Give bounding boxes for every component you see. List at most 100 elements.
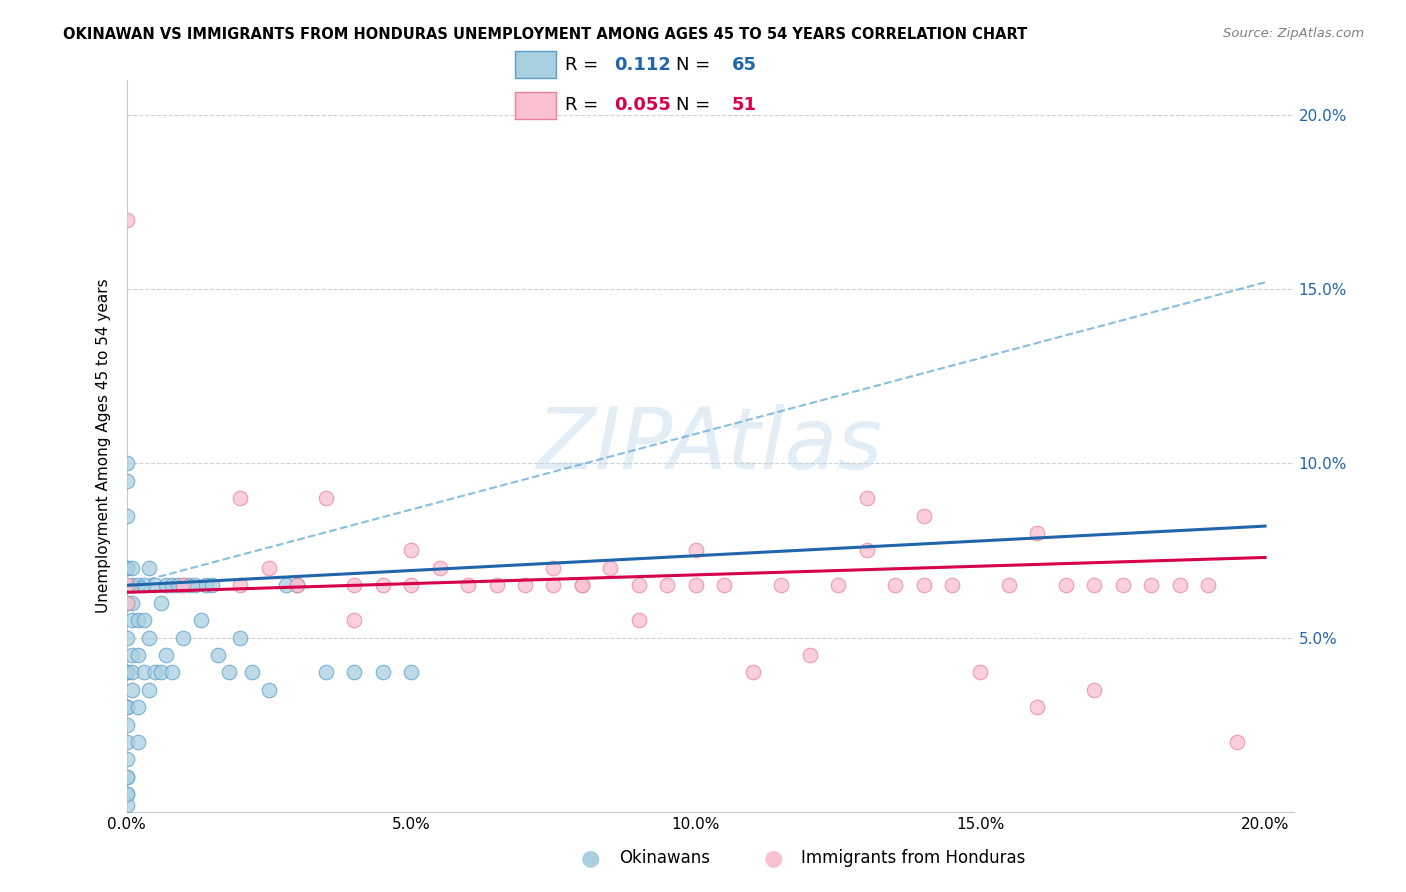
Point bbox=[1026, 700, 1049, 714]
Point bbox=[685, 543, 707, 558]
Point bbox=[115, 787, 138, 801]
Point bbox=[343, 665, 366, 680]
Point bbox=[115, 596, 138, 610]
Point bbox=[343, 613, 366, 627]
Point bbox=[884, 578, 907, 592]
Point bbox=[229, 631, 252, 645]
Point bbox=[855, 491, 877, 506]
Text: 65: 65 bbox=[733, 56, 756, 74]
Point bbox=[627, 613, 650, 627]
Point bbox=[770, 578, 793, 592]
Point bbox=[127, 578, 149, 592]
Point bbox=[115, 561, 138, 575]
Text: ●: ● bbox=[763, 848, 783, 868]
Point bbox=[998, 578, 1021, 592]
Point bbox=[1054, 578, 1077, 592]
Point bbox=[285, 578, 308, 592]
Point bbox=[240, 665, 263, 680]
Point bbox=[571, 578, 593, 592]
Point bbox=[127, 648, 149, 662]
Text: Immigrants from Honduras: Immigrants from Honduras bbox=[801, 849, 1026, 867]
Point bbox=[741, 665, 763, 680]
Point bbox=[190, 613, 212, 627]
Point bbox=[121, 613, 143, 627]
Y-axis label: Unemployment Among Ages 45 to 54 years: Unemployment Among Ages 45 to 54 years bbox=[96, 278, 111, 614]
Point bbox=[1140, 578, 1163, 592]
Point bbox=[115, 797, 138, 812]
Point bbox=[218, 665, 240, 680]
Text: 51: 51 bbox=[733, 96, 756, 114]
Point bbox=[827, 578, 849, 592]
Point bbox=[115, 665, 138, 680]
Point bbox=[115, 787, 138, 801]
Point bbox=[201, 578, 224, 592]
Point bbox=[315, 665, 337, 680]
Point bbox=[143, 665, 166, 680]
Text: N =: N = bbox=[676, 96, 716, 114]
Point bbox=[115, 212, 138, 227]
Point bbox=[229, 491, 252, 506]
Point bbox=[941, 578, 963, 592]
Point bbox=[115, 578, 138, 592]
Point bbox=[115, 717, 138, 731]
Point bbox=[132, 578, 155, 592]
Point bbox=[160, 578, 183, 592]
Point bbox=[115, 752, 138, 766]
Point bbox=[121, 596, 143, 610]
Point bbox=[274, 578, 297, 592]
Bar bbox=[516, 92, 555, 119]
Point bbox=[399, 665, 422, 680]
Point bbox=[172, 578, 194, 592]
Bar bbox=[516, 51, 555, 78]
Point bbox=[115, 735, 138, 749]
Point bbox=[132, 665, 155, 680]
Point bbox=[543, 578, 565, 592]
Point bbox=[172, 631, 194, 645]
Point bbox=[1083, 682, 1105, 697]
Point bbox=[160, 665, 183, 680]
Point bbox=[115, 596, 138, 610]
Point bbox=[138, 561, 160, 575]
Point bbox=[166, 578, 188, 592]
Point bbox=[912, 578, 935, 592]
Point bbox=[115, 665, 138, 680]
Point bbox=[1112, 578, 1135, 592]
Point bbox=[315, 491, 337, 506]
Text: 0.055: 0.055 bbox=[614, 96, 671, 114]
Point bbox=[685, 578, 707, 592]
Point bbox=[115, 596, 138, 610]
Point bbox=[1168, 578, 1191, 592]
Point bbox=[184, 578, 207, 592]
Point bbox=[429, 561, 451, 575]
Point bbox=[179, 578, 201, 592]
Point bbox=[143, 578, 166, 592]
Point bbox=[115, 508, 138, 523]
Point bbox=[121, 648, 143, 662]
Point bbox=[127, 735, 149, 749]
Point bbox=[172, 578, 194, 592]
Text: 0.112: 0.112 bbox=[614, 56, 671, 74]
Point bbox=[343, 578, 366, 592]
Text: Okinawans: Okinawans bbox=[619, 849, 710, 867]
Text: ZIPAtlas: ZIPAtlas bbox=[537, 404, 883, 488]
Point bbox=[257, 561, 280, 575]
Point bbox=[285, 578, 308, 592]
Point bbox=[115, 770, 138, 784]
Point bbox=[115, 457, 138, 471]
Point bbox=[257, 682, 280, 697]
Point bbox=[207, 648, 229, 662]
Point bbox=[969, 665, 991, 680]
Point bbox=[571, 578, 593, 592]
Point bbox=[127, 613, 149, 627]
Text: Source: ZipAtlas.com: Source: ZipAtlas.com bbox=[1223, 27, 1364, 40]
Text: N =: N = bbox=[676, 56, 716, 74]
Point bbox=[599, 561, 621, 575]
Text: ●: ● bbox=[581, 848, 600, 868]
Point bbox=[1226, 735, 1249, 749]
Point bbox=[371, 578, 394, 592]
Point bbox=[627, 578, 650, 592]
Point bbox=[485, 578, 508, 592]
Point bbox=[121, 578, 143, 592]
Point bbox=[399, 543, 422, 558]
Point bbox=[115, 561, 138, 575]
